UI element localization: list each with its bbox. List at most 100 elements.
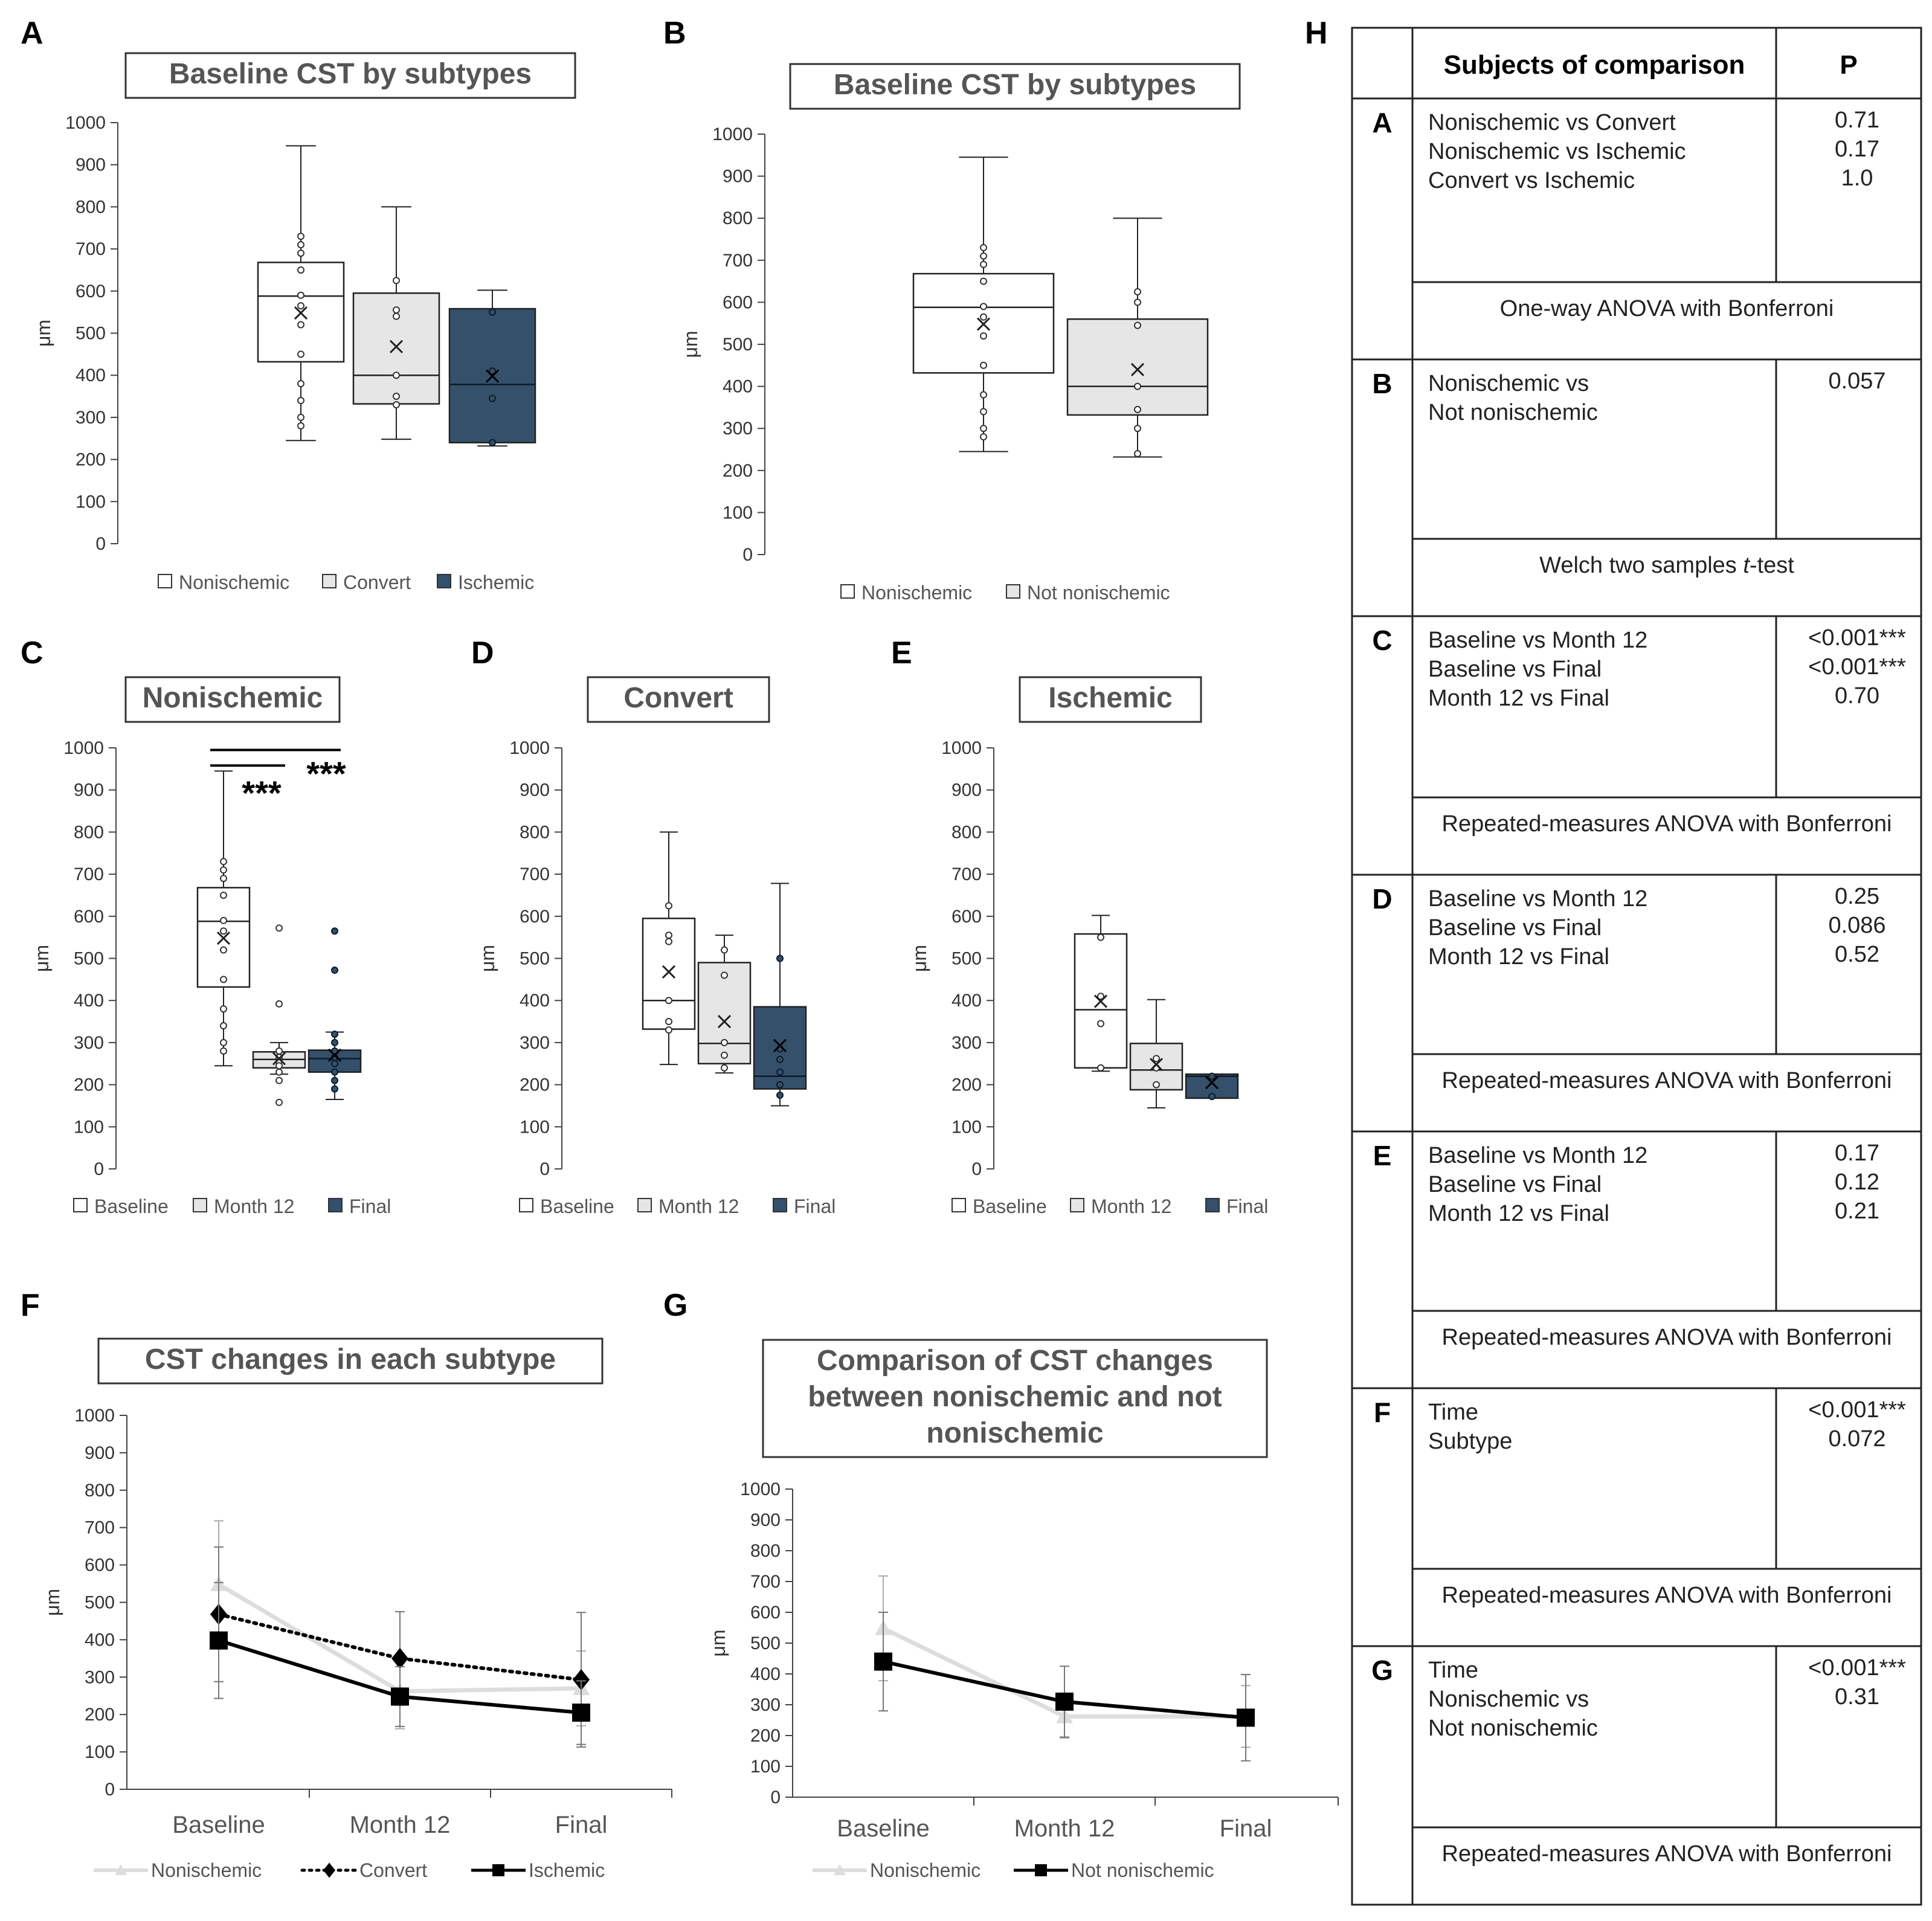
panel-letter-d: D: [471, 636, 494, 671]
table-p-value: <0.001***: [1808, 1655, 1906, 1681]
mean-marker: [1093, 994, 1108, 1008]
data-point: [220, 858, 227, 866]
data-point: [665, 902, 672, 910]
data-point: [275, 1068, 283, 1076]
x-category-label: Final: [555, 1812, 608, 1838]
panel-d: Convert 0 100 200 300 400 500 600 700 800 900 1000 μ…: [477, 676, 836, 1217]
panel-c: Nonischemic 0 100 200 300 400 500 600 700 800 900 1…: [31, 676, 391, 1217]
panel-letter-f: F: [21, 1288, 40, 1323]
chart-title-frame: [789, 63, 1241, 110]
legend-label: Baseline: [973, 1195, 1047, 1217]
y-tick-label: 200: [723, 461, 753, 481]
y-tick-label: 700: [74, 864, 104, 884]
y-tick-label: 100: [85, 1742, 115, 1762]
table-method: One-way ANOVA with Bonferroni: [1500, 296, 1834, 321]
mean-marker: [1149, 1058, 1164, 1072]
legend-swatch: [437, 574, 451, 588]
y-tick-label: 500: [952, 949, 982, 969]
table-comparison-label: Month 12 vs Final: [1428, 944, 1609, 970]
box-baseline: [1074, 915, 1128, 1072]
y-tick-label: 0: [971, 1159, 982, 1179]
data-point: [665, 932, 672, 939]
data-point: [776, 1081, 784, 1089]
table-method: Repeated-measures ANOVA with Bonferroni: [1442, 811, 1892, 837]
table-method: Repeated-measures ANOVA with Bonferroni: [1442, 1325, 1892, 1350]
data-point: [665, 938, 672, 945]
table-comparison-label: Baseline vs Final: [1428, 915, 1602, 941]
data-point: [776, 1068, 784, 1076]
data-point: [489, 439, 496, 446]
table-comparison-label: Baseline vs Month 12: [1428, 628, 1647, 653]
y-tick-label: 800: [952, 822, 982, 842]
y-tick-label: 900: [520, 780, 550, 800]
legend-label: Ischemic: [458, 571, 534, 593]
y-tick-label: 200: [85, 1705, 115, 1725]
chart-title-frame: [124, 676, 341, 723]
legend-swatch: [328, 1198, 343, 1212]
table-section-g: G Time <0.001*** Nonischemic vs 0.31 Not noni…: [1352, 1646, 1921, 1906]
data-point: [980, 252, 987, 260]
y-tick-label: 400: [750, 1664, 781, 1684]
table-comparison-label: Time: [1428, 1658, 1478, 1683]
data-point: [220, 875, 227, 883]
y-tick-label: 100: [76, 492, 106, 512]
data-point: [331, 967, 338, 974]
table-section-letter: F: [1374, 1397, 1391, 1428]
data-point: [1134, 449, 1141, 457]
y-tick-label: 700: [76, 239, 106, 259]
y-axis-unit: μm: [33, 320, 54, 347]
data-point: [331, 1060, 338, 1067]
table-p-value: 0.31: [1835, 1684, 1879, 1710]
data-point: [297, 266, 304, 274]
data-point: [1097, 993, 1104, 1000]
mean-marker: [272, 1052, 286, 1066]
data-point: [721, 1038, 728, 1046]
y-tick-label: 900: [952, 780, 982, 800]
marker-diamond: [323, 1862, 335, 1878]
mean-marker: [389, 339, 404, 353]
table-section-a: A Nonischemic vs Convert 0.71 Nonischemic v…: [1352, 98, 1921, 361]
marker-square: [391, 1687, 409, 1706]
legend-label: Baseline: [540, 1195, 614, 1217]
marker-diamond: [391, 1647, 408, 1669]
y-tick-label: 700: [85, 1518, 115, 1538]
table-comparison-label: Nonischemic vs: [1428, 1687, 1589, 1712]
data-point: [220, 866, 227, 874]
data-point: [721, 971, 728, 979]
table-comparison-label: Nonischemic vs Convert: [1428, 110, 1676, 135]
table-comparison-label: Subtype: [1428, 1429, 1512, 1454]
table-header-p: P: [1840, 50, 1857, 80]
legend-swatch: [1070, 1198, 1084, 1212]
table-method: Repeated-measures ANOVA with Bonferroni: [1442, 1068, 1892, 1093]
chart-title: nonischemic: [926, 1417, 1103, 1449]
y-tick-label: 700: [750, 1572, 781, 1592]
panel-letter-b: B: [663, 16, 686, 51]
y-axis-unit: μm: [42, 1589, 63, 1616]
legend-swatch: [193, 1198, 207, 1212]
y-tick-label: 500: [85, 1593, 115, 1613]
data-point: [297, 350, 304, 358]
y-tick-label: 100: [723, 503, 753, 523]
data-point: [980, 260, 987, 268]
y-tick-label: 800: [750, 1541, 781, 1561]
box-final: [1185, 1072, 1239, 1101]
significance-stars: ***: [242, 774, 282, 812]
y-tick-label: 200: [74, 1075, 104, 1095]
y-tick-label: 600: [520, 907, 550, 927]
legend-swatch: [73, 1198, 88, 1212]
table-section-letter: B: [1372, 368, 1392, 399]
y-tick-label: 0: [770, 1787, 781, 1807]
y-tick-label: 500: [74, 949, 104, 969]
marker-square: [1237, 1708, 1255, 1727]
marker-square: [210, 1631, 228, 1650]
legend-swatch: [1006, 584, 1020, 599]
legend-label: Baseline: [94, 1195, 169, 1217]
data-point: [275, 924, 283, 932]
series-ischemic: [210, 1582, 590, 1745]
data-point: [275, 1076, 283, 1084]
x-category-label: Baseline: [172, 1812, 265, 1838]
y-tick-label: 300: [74, 1033, 104, 1053]
chart-title: Baseline CST by subtypes: [834, 69, 1196, 101]
data-point: [980, 408, 987, 416]
